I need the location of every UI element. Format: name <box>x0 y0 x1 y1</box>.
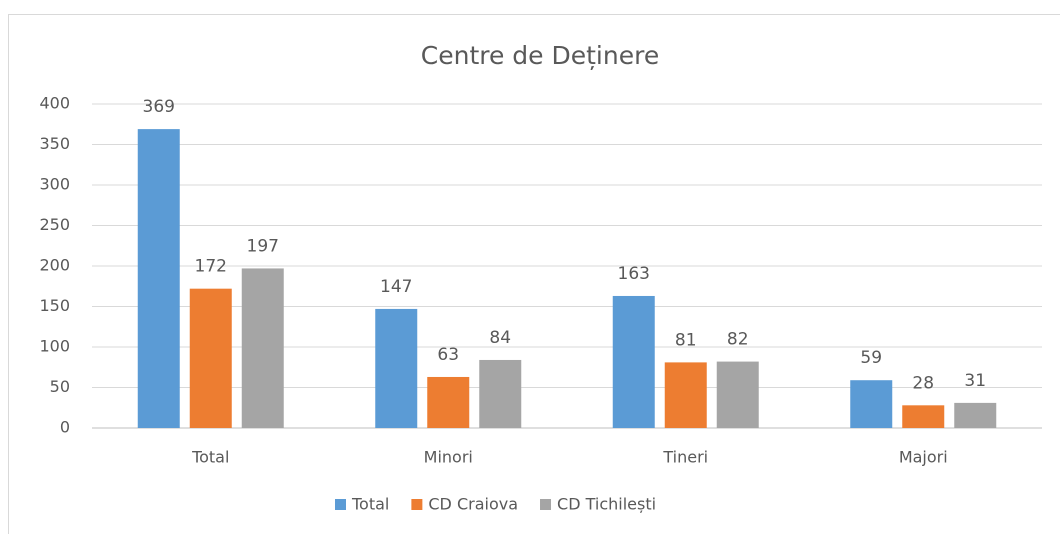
bar <box>137 129 180 429</box>
data-label: 82 <box>727 330 749 350</box>
legend-swatch <box>335 499 346 510</box>
chart-frame <box>8 14 1060 534</box>
data-label: 84 <box>489 328 511 348</box>
legend-swatch <box>540 499 552 510</box>
y-tick-label: 300 <box>39 175 70 194</box>
data-label: 28 <box>912 373 934 393</box>
legend-swatch <box>411 499 423 510</box>
bar <box>954 402 997 428</box>
data-label: 81 <box>675 330 697 350</box>
x-tick-label: Tineri <box>662 448 708 467</box>
bar <box>716 361 759 428</box>
bar <box>479 359 522 428</box>
bar <box>189 288 232 428</box>
x-tick-label: Minori <box>424 448 473 467</box>
chart-title: Centre de Deținere <box>421 41 659 70</box>
bar <box>427 376 470 428</box>
bar <box>850 380 893 428</box>
data-label: 31 <box>964 371 986 391</box>
y-tick-label: 0 <box>60 418 70 437</box>
data-label: 172 <box>195 257 227 277</box>
y-tick-label: 50 <box>50 377 70 396</box>
data-label: 163 <box>618 264 650 284</box>
bar <box>902 405 945 428</box>
y-tick-label: 100 <box>39 337 70 356</box>
bar <box>375 308 418 428</box>
legend-label: CD Craiova <box>428 495 518 514</box>
legend-label: Total <box>351 495 389 514</box>
y-tick-label: 350 <box>39 134 70 153</box>
y-tick-label: 150 <box>39 296 70 315</box>
data-label: 59 <box>860 348 882 368</box>
data-label: 147 <box>380 277 412 297</box>
data-label: 197 <box>247 236 279 256</box>
bar <box>664 362 707 428</box>
data-label: 369 <box>143 97 175 117</box>
x-tick-label: Total <box>191 448 229 467</box>
legend-label: CD Tichilești <box>557 495 656 514</box>
bar <box>612 295 655 428</box>
data-label: 63 <box>437 345 459 365</box>
y-tick-label: 200 <box>39 256 70 275</box>
y-tick-label: 400 <box>39 94 70 113</box>
y-tick-label: 250 <box>39 215 70 234</box>
x-tick-label: Majori <box>899 448 948 467</box>
bar <box>241 268 284 428</box>
